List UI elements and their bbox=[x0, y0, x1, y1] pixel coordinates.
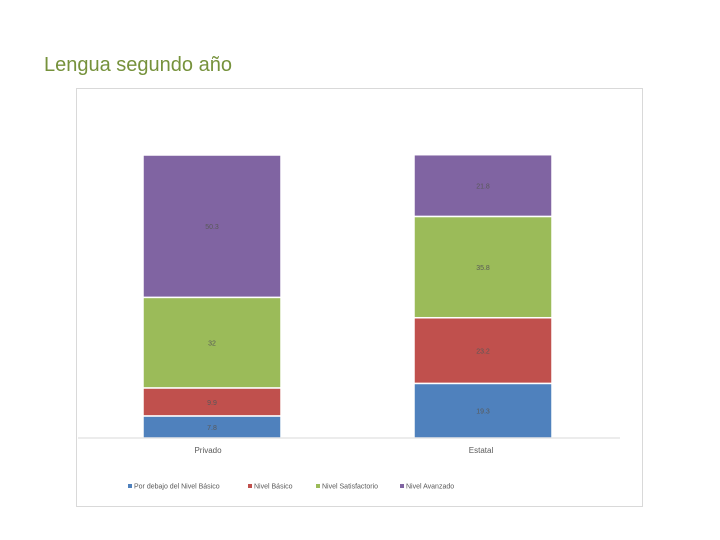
value-labels-group: 7.8 9.9 32 50.3 19.3 23.2 35.8 21.8 bbox=[205, 184, 490, 432]
legend-swatch-nivel-satisfactorio bbox=[316, 484, 320, 488]
bar-privado-nivel-avanzado bbox=[142, 154, 282, 299]
bar-estatal-nivel-avanzado bbox=[413, 153, 553, 218]
bar-estatal-nivel-basico bbox=[413, 316, 553, 385]
data-label-estatal-nivel-satisfactorio: 35.8 bbox=[476, 265, 490, 272]
legend-label-nivel-avanzado: Nivel Avanzado bbox=[406, 484, 454, 491]
legend-swatch-nivel-basico bbox=[248, 484, 252, 488]
legend-swatch-nivel-avanzado bbox=[400, 484, 404, 488]
slide-title: Lengua segundo año bbox=[44, 54, 232, 76]
category-label-privado: Privado bbox=[194, 446, 222, 455]
legend: Por debajo del Nivel Básico Nivel Básico N… bbox=[128, 484, 454, 491]
chart-frame bbox=[76, 88, 643, 507]
bar-estatal-nivel-satisfactorio bbox=[413, 215, 553, 319]
category-labels-group: Privado Estatal bbox=[194, 446, 493, 455]
data-label-estatal-por-debajo-del-nivel-basico: 19.3 bbox=[476, 409, 490, 416]
data-label-estatal-nivel-avanzado: 21.8 bbox=[476, 184, 490, 191]
legend-label-nivel-satisfactorio: Nivel Satisfactorio bbox=[322, 484, 378, 491]
data-label-privado-nivel-basico: 9.9 bbox=[207, 400, 217, 407]
bar-privado-nivel-satisfactorio bbox=[142, 296, 282, 389]
legend-swatch-por-debajo-del-nivel-basico bbox=[128, 484, 132, 488]
legend-label-nivel-basico: Nivel Básico bbox=[254, 484, 293, 491]
data-label-privado-nivel-avanzado: 50.3 bbox=[205, 224, 219, 231]
data-label-privado-por-debajo-del-nivel-basico: 7.8 bbox=[207, 425, 217, 432]
category-label-estatal: Estatal bbox=[469, 446, 494, 455]
data-label-privado-nivel-satisfactorio: 32 bbox=[208, 341, 216, 348]
legend-label-por-debajo-del-nivel-basico: Por debajo del Nivel Básico bbox=[134, 484, 220, 491]
data-label-estatal-nivel-basico: 23.2 bbox=[476, 349, 490, 356]
bars-group bbox=[142, 153, 553, 439]
